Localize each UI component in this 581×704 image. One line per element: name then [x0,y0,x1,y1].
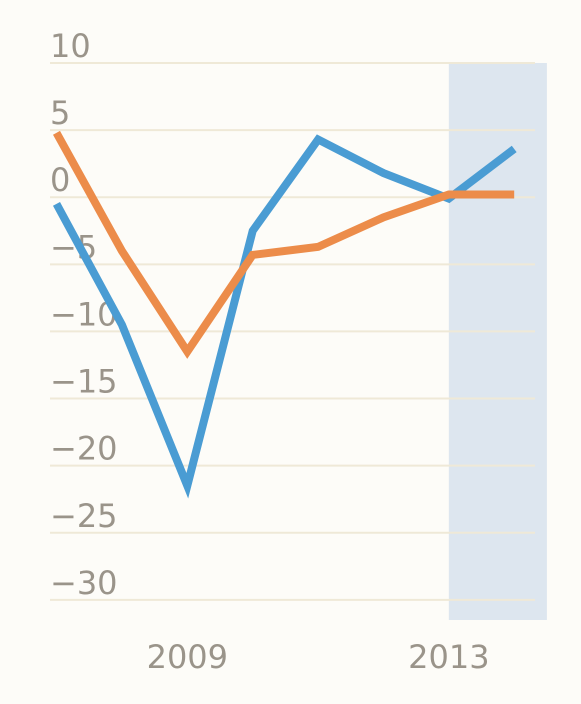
y-tick-label: −15 [50,363,118,401]
y-tick-label: −30 [50,564,118,602]
y-tick-label: 0 [50,161,70,199]
series-lines [52,130,517,499]
x-tick-label: 2009 [147,638,228,676]
forecast-shaded-region [448,63,547,620]
y-tick-label: 10 [50,27,91,65]
x-tick-labels: 2009 2013 [147,638,490,676]
x-tick-label: 2013 [408,638,489,676]
y-tick-label: −25 [50,497,118,535]
y-tick-label: 5 [50,94,70,132]
forecast-shaded-region-layer [448,63,547,620]
y-tick-label: −20 [50,430,118,468]
series-line-2 [53,130,515,359]
